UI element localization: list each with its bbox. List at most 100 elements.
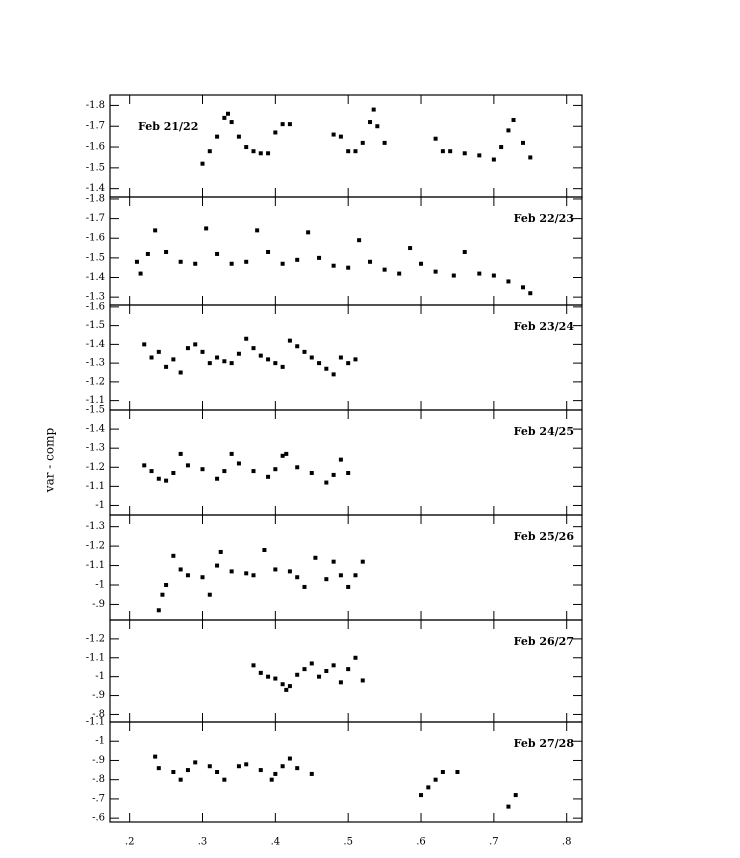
y-tick-label: -1.1 (86, 481, 105, 492)
panel-frame (109, 304, 583, 411)
y-tick-label: -1 (95, 671, 105, 682)
data-point (408, 246, 413, 251)
y-tick-label: -1.3 (86, 521, 105, 532)
data-point (153, 228, 158, 233)
data-point (171, 471, 176, 475)
y-tick-label: -.6 (92, 813, 105, 824)
data-point (302, 584, 307, 589)
y-tick-label: -1.8 (86, 100, 105, 111)
data-point (455, 770, 460, 774)
y-tick-label: -.9 (92, 599, 105, 610)
panel-label: Feb 23/24 (514, 320, 575, 333)
data-point (280, 682, 285, 687)
y-tick-label: -1.2 (86, 541, 105, 552)
data-point (266, 357, 271, 362)
data-point (295, 465, 300, 470)
data-point (185, 346, 190, 351)
data-point (331, 559, 336, 564)
data-point (491, 157, 496, 162)
data-point (244, 762, 249, 767)
data-point (309, 355, 314, 360)
data-point (511, 117, 516, 122)
data-point (134, 259, 139, 264)
data-point (462, 249, 467, 254)
data-point (258, 670, 263, 675)
data-point (229, 261, 234, 266)
y-tick-label: -1 (95, 736, 105, 747)
data-point (255, 228, 260, 233)
data-point (200, 349, 205, 354)
x-tick-label: .5 (343, 837, 353, 848)
data-point (229, 120, 234, 125)
data-point (156, 349, 161, 354)
y-tick-label: -1.4 (86, 339, 105, 350)
data-point (236, 461, 241, 466)
data-point (207, 361, 212, 366)
y-tick-label: -1.4 (86, 272, 105, 283)
data-point (164, 364, 169, 369)
data-point (215, 476, 220, 481)
data-point (160, 592, 165, 597)
data-point (222, 777, 227, 782)
data-point (215, 251, 220, 256)
data-point (353, 357, 358, 362)
y-tick-label: -1.6 (86, 233, 105, 244)
data-point (317, 255, 322, 260)
y-tick-label: -1 (95, 500, 105, 511)
y-tick-label: -1.6 (86, 301, 105, 312)
data-point (185, 768, 190, 773)
panel-label: Feb 24/25 (514, 425, 574, 438)
panel-label: Feb 22/23 (514, 212, 574, 225)
y-tick-label: -1.1 (86, 652, 105, 663)
data-point (156, 766, 161, 771)
data-point (200, 467, 205, 472)
data-point (229, 451, 234, 456)
data-point (273, 467, 278, 472)
data-point (287, 684, 292, 689)
data-point (506, 128, 511, 133)
data-point (506, 804, 511, 809)
data-point (280, 122, 285, 127)
data-point (357, 238, 362, 243)
data-point (222, 115, 227, 120)
data-point (185, 573, 190, 578)
data-point (346, 265, 351, 270)
data-point (258, 768, 263, 773)
data-point (222, 359, 227, 364)
data-point (266, 474, 271, 479)
data-point (338, 457, 343, 462)
data-point (258, 353, 263, 358)
data-point (266, 249, 271, 254)
data-point (156, 608, 161, 613)
data-point (251, 573, 256, 578)
data-point (371, 107, 376, 112)
data-point (360, 140, 365, 145)
y-tick-label: -1.1 (86, 560, 105, 571)
y-tick-label: -1.1 (86, 395, 105, 406)
data-point (215, 563, 220, 568)
data-point (382, 267, 387, 272)
data-point (397, 271, 402, 276)
y-tick-label: -1.2 (86, 376, 105, 387)
data-point (506, 279, 511, 284)
x-tick-label: .8 (562, 837, 572, 848)
data-point (295, 766, 300, 771)
data-point (280, 453, 285, 458)
data-point (426, 785, 431, 790)
y-tick-label: -1.8 (86, 193, 105, 204)
data-point (513, 793, 518, 798)
data-point (215, 134, 220, 139)
data-point (331, 132, 336, 137)
data-point (375, 124, 380, 129)
data-point (244, 336, 249, 341)
y-tick-label: -.9 (92, 755, 105, 766)
data-point (295, 344, 300, 349)
data-point (178, 777, 183, 782)
data-point (302, 349, 307, 354)
data-point (236, 351, 241, 356)
panel-frame (109, 196, 583, 306)
data-point (269, 777, 274, 782)
data-point (309, 771, 314, 776)
y-tick-label: -1.2 (86, 633, 105, 644)
data-point (521, 140, 525, 145)
